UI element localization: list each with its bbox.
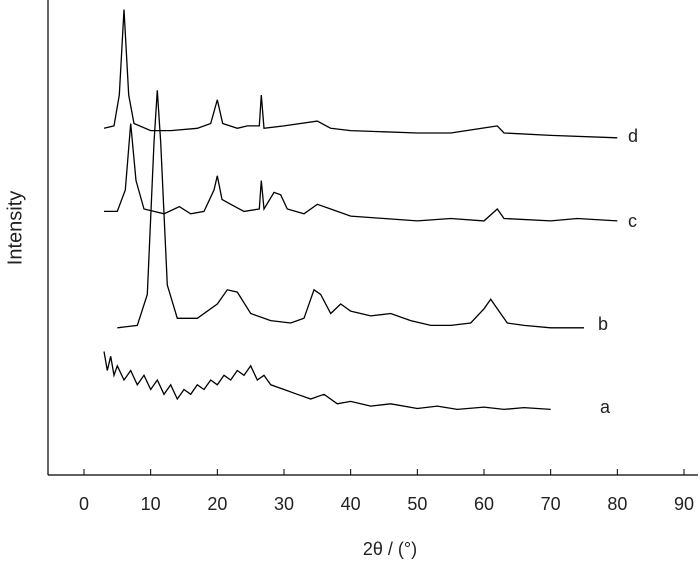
x-tick-label: 30	[274, 494, 294, 514]
series-label: b	[598, 314, 608, 334]
x-tick-label: 20	[207, 494, 227, 514]
series-label: a	[600, 397, 611, 417]
series-label: c	[628, 211, 637, 231]
x-tick-label: 0	[79, 494, 89, 514]
series-line	[117, 90, 584, 329]
y-axis-label: Intensity	[4, 191, 26, 265]
x-tick-label: 90	[674, 494, 694, 514]
x-tick-label: 40	[341, 494, 361, 514]
series-line	[103, 351, 551, 411]
series-line	[104, 123, 618, 222]
x-tick-label: 50	[407, 494, 427, 514]
x-tick-label: 10	[141, 494, 161, 514]
x-tick-label: 60	[474, 494, 494, 514]
series-line	[103, 9, 618, 139]
x-tick-label: 80	[607, 494, 627, 514]
x-tick-label: 70	[541, 494, 561, 514]
series-label: d	[628, 126, 638, 146]
x-axis-label: 2θ / (°)	[363, 539, 417, 559]
